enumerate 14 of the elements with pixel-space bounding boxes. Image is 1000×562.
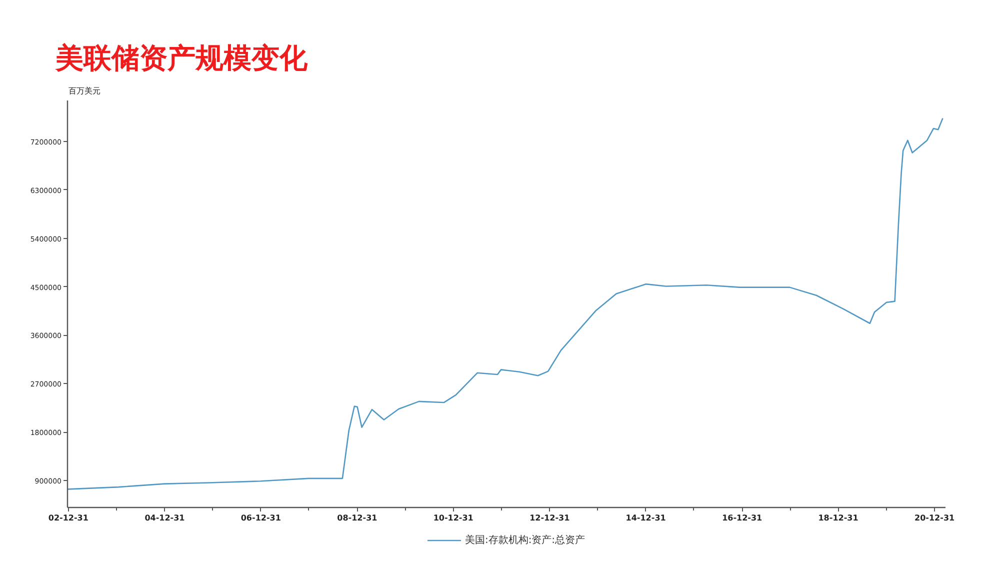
x-tick-label: 14-12-31 [626,514,666,522]
line-series [68,118,944,490]
x-tick-label: 06-12-31 [240,514,282,522]
x-tick-label: 10-12-31 [433,514,474,522]
x-tick-label: 08-12-31 [337,514,378,522]
chart-title: 美联储资产规模变化 [54,42,308,74]
x-tick-label: 18-12-31 [818,514,859,522]
y-axis-title: 百万美元 [68,86,100,96]
x-tick-label: 04-12-31 [144,514,186,522]
legend-label: 美国:存款机构:资产:总资产 [464,534,586,547]
x-tick-label: 20-12-31 [914,514,956,522]
x-tick-label: 16-12-31 [722,514,763,522]
x-tick-label: 12-12-31 [530,514,570,522]
x-tick-label: 02-12-31 [48,514,89,522]
